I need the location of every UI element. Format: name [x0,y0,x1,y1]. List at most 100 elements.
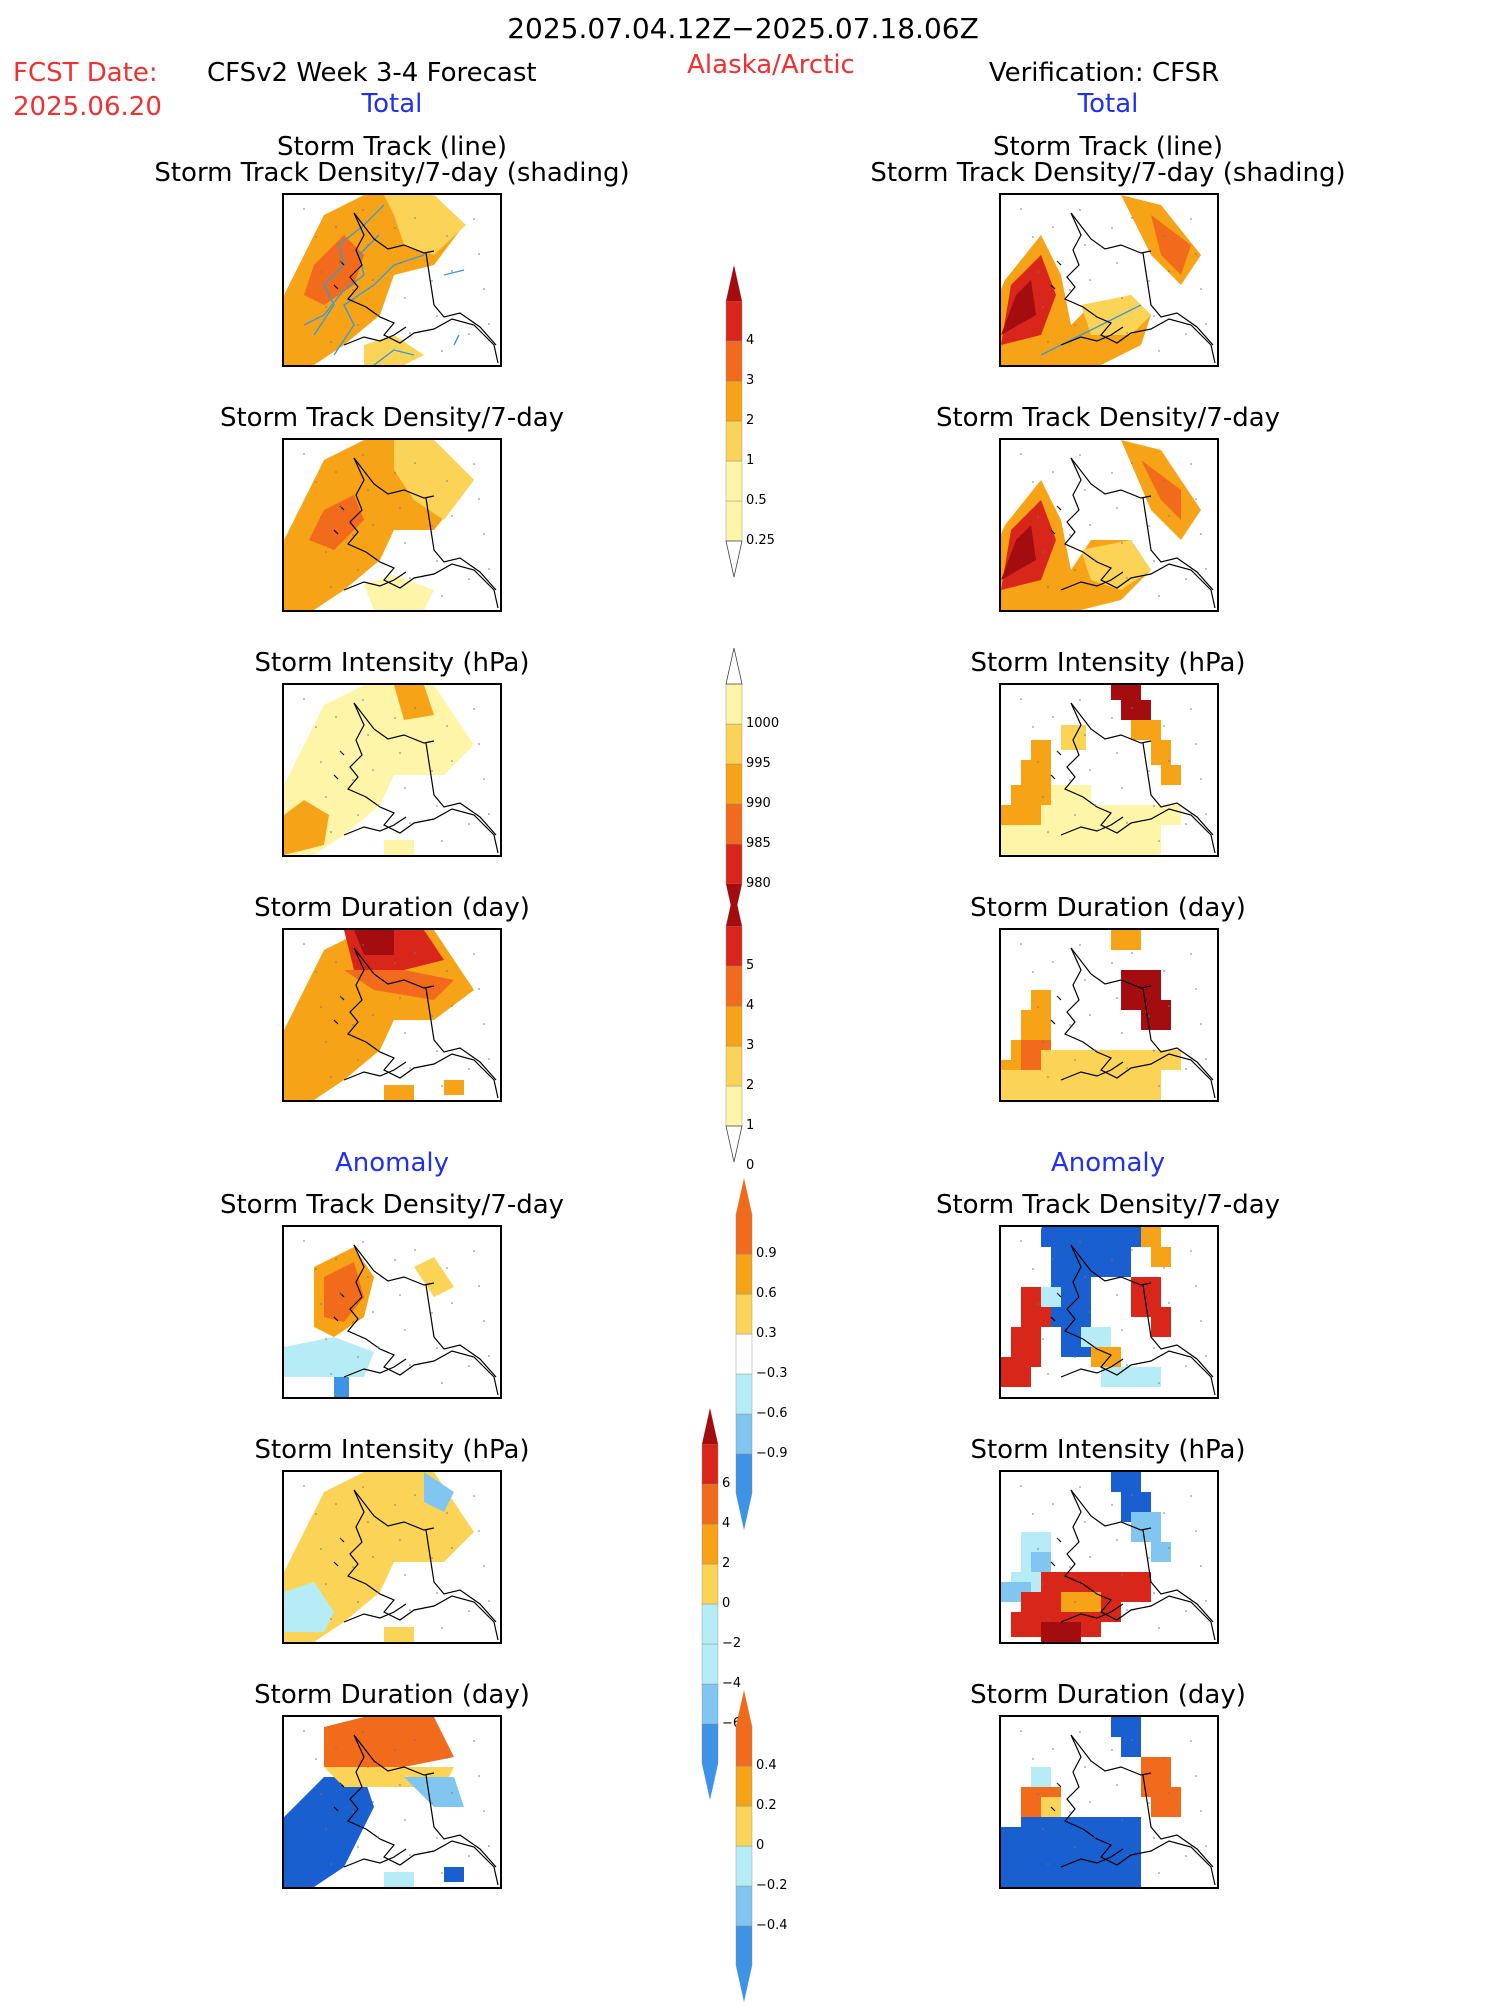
grid-cell [1121,700,1151,720]
colorbar-anom-duration: 0.4 0.2 0 −0.2 −0.4 [732,1690,852,2010]
colorbar-anom-intensity-tick: 4 [722,1516,731,1531]
colorbar-total-intensity: 1000 995 990 985 980 [722,647,842,928]
contour-fill [1081,295,1151,335]
colorbar-anom-intensity-segment [701,1603,719,1645]
contour-fill [404,1777,464,1807]
fcst-label: FCST Date: [13,58,158,88]
grid-cell [1041,1287,1061,1307]
colorbar-total-density-segment [725,420,743,462]
map-cfsr-density [999,438,1219,612]
map-cfsr-duration [999,928,1219,1102]
left-total-label: Total [361,89,423,119]
grid-cell [1051,1247,1131,1277]
colorbar-anom-duration-svg [735,1690,753,2002]
contour-fill [1141,460,1181,520]
map-cfsr-duration-svg [1001,930,1216,1100]
graticule [303,208,490,352]
map-cfsr-anom-duration-svg [1001,1717,1216,1887]
colorbar-total-density-segment [725,380,743,422]
colorbar-anom-intensity-segment [701,1563,719,1605]
right-title-anom-density: Storm Track Density/7-day [935,1190,1281,1220]
contour-fill [304,235,364,305]
coastline [333,1244,499,1396]
colorbar-anom-density-tick: −0.9 [756,1446,788,1461]
graticule [1020,943,1207,1087]
colorbar-total-density-bottom-arrow [725,540,743,578]
grid-cell [1031,740,1051,760]
grid-cell [1021,1817,1141,1847]
grid-cell [1151,1542,1171,1562]
colorbar-anom-intensity-tick: −4 [722,1676,742,1691]
contour-fill [309,495,364,550]
colorbar-anom-intensity-tick: 0 [722,1596,731,1611]
colorbar-total-intensity-segment [725,723,743,765]
contour-fill [354,930,394,955]
colorbar-total-intensity-svg [725,647,743,920]
colorbar-anom-duration-tick: −0.4 [756,1918,788,1933]
grid-cell [444,1867,464,1882]
right-title-duration: Storm Duration (day) [970,893,1246,923]
colorbar-anom-density-segment [735,1333,753,1375]
right-anomaly-label: Anomaly [1050,1148,1166,1178]
grid-cell [1051,785,1091,805]
map-fcst-density-svg [284,440,499,610]
contour-fill [384,1627,414,1642]
grid-cell [1021,760,1051,785]
grid-cell [1041,1050,1181,1070]
graticule [1020,453,1207,597]
contour-fill [284,930,474,1100]
graticule [303,1240,490,1384]
map-fcst-anom-duration [282,1715,502,1889]
contour-fill [1151,215,1191,275]
coastline [1050,702,1216,854]
contour-fill [324,1717,454,1777]
colorbar-total-intensity-segment [725,843,743,885]
left-title-track-line: Storm Track (line) [277,132,507,162]
colorbar-total-density-tick: 3 [746,373,755,388]
grid-cell [1111,1717,1141,1737]
colorbar-anom-density-segment [735,1293,753,1335]
map-fcst-intensity-svg [284,685,499,855]
contour-fill [284,1777,374,1887]
contour-fill [284,1582,334,1632]
contour-fill [1001,280,1036,335]
coastline [1050,1244,1216,1396]
right-title-density: Storm Track Density/7-day [935,403,1281,433]
left-title-intensity: Storm Intensity (hPa) [254,648,530,678]
map-cfsr-intensity [999,683,1219,857]
grid-cell [384,1085,414,1100]
graticule [303,1730,490,1874]
colorbar-anom-intensity-segment [701,1483,719,1525]
colorbar-total-intensity-segment [725,803,743,845]
contour-fill [384,840,414,855]
colorbar-anom-duration-tick: 0.4 [756,1758,777,1773]
colorbar-total-duration-tick: 4 [746,998,755,1013]
grid-cell [1061,1592,1101,1612]
colorbar-total-density-tick: 0.5 [746,493,767,508]
colorbar-total-duration-svg [725,890,743,1163]
colorbar-anom-duration-top-arrow [736,1690,752,1726]
coastline [1050,457,1216,609]
colorbar-anom-intensity-top-arrow [702,1408,718,1444]
colorbar-total-density-segment [725,500,743,542]
colorbar-total-duration-tick: 2 [746,1078,755,1093]
map-fcst-anom-intensity [282,1470,502,1644]
map-fcst-anom-intensity-svg [284,1472,499,1642]
colorbar-anom-intensity-tick: 6 [722,1476,731,1491]
contour-fill [384,195,466,255]
colorbar-anom-density-tick: −0.6 [756,1406,788,1421]
grid-cell [1031,1767,1051,1787]
colorbar-total-density: 4 3 2 1 0.5 0.25 [722,265,842,585]
colorbar-anom-intensity-segment [701,1523,719,1565]
contour-fill [414,1257,454,1297]
map-fcst-anom-density [282,1225,502,1399]
colorbar-total-duration-bottom-arrow [725,1125,743,1163]
colorbar-total-density-top-arrow [726,265,742,301]
colorbar-anom-duration-tick: −0.2 [756,1878,788,1893]
grid-cell [1081,1327,1111,1347]
colorbar-anom-density-top-arrow [736,1178,752,1214]
grid-cell [1101,1367,1161,1387]
map-cfsr-track [999,193,1219,367]
colorbar-anom-intensity-tick: 2 [722,1556,731,1571]
grid-cell [334,1377,349,1397]
